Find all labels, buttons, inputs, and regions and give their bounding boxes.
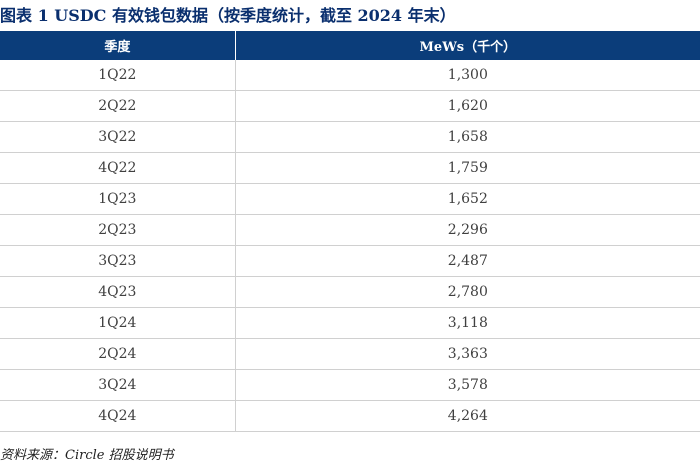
- quarter-cell: 3Q24: [0, 370, 236, 400]
- table-row: 3Q22 1,658: [0, 122, 700, 153]
- quarter-cell: 4Q23: [0, 277, 236, 307]
- table-row: 4Q24 4,264: [0, 401, 700, 432]
- mews-cell: 1,620: [447, 98, 488, 114]
- table-title: 图表 1 USDC 有效钱包数据（按季度统计，截至 2024 年末）: [0, 6, 456, 25]
- table-row: 2Q23 2,296: [0, 215, 700, 246]
- quarter-cell: 2Q23: [0, 215, 236, 245]
- mews-cell: 1,759: [447, 160, 488, 176]
- quarter-cell: 1Q24: [0, 308, 236, 338]
- table-row: 2Q22 1,620: [0, 91, 700, 122]
- mews-cell: 2,780: [447, 284, 488, 300]
- mews-cell: 1,652: [447, 191, 488, 207]
- mews-cell: 3,363: [447, 346, 488, 362]
- mews-cell: 3,118: [447, 315, 488, 331]
- table-row: 3Q24 3,578: [0, 370, 700, 401]
- table-row: 4Q23 2,780: [0, 277, 700, 308]
- table-row: 2Q24 3,363: [0, 339, 700, 370]
- mews-cell: 4,264: [447, 408, 488, 424]
- table-row: 3Q23 2,487: [0, 246, 700, 277]
- quarter-cell: 3Q23: [0, 246, 236, 276]
- table-row: 1Q23 1,652: [0, 184, 700, 215]
- mews-cell: 3,578: [447, 377, 488, 393]
- column-header-quarter: 季度: [0, 31, 236, 60]
- source-note: 资料来源：Circle 招股说明书: [0, 448, 174, 463]
- column-header-mews: MeWs（千个）: [419, 40, 517, 55]
- mews-cell: 1,658: [447, 129, 488, 145]
- table-header: 季度 MeWs（千个）: [0, 31, 700, 60]
- data-table: 季度 MeWs（千个） 1Q22 1,300 2Q22 1,620 3Q22 1…: [0, 31, 700, 432]
- mews-cell: 1,300: [447, 67, 488, 83]
- table-row: 1Q24 3,118: [0, 308, 700, 339]
- quarter-cell: 1Q23: [0, 184, 236, 214]
- table-row: 1Q22 1,300: [0, 60, 700, 91]
- quarter-cell: 4Q22: [0, 153, 236, 183]
- quarter-cell: 2Q22: [0, 91, 236, 121]
- mews-cell: 2,487: [447, 253, 488, 269]
- quarter-cell: 2Q24: [0, 339, 236, 369]
- quarter-cell: 1Q22: [0, 60, 236, 90]
- mews-cell: 2,296: [447, 222, 488, 238]
- quarter-cell: 4Q24: [0, 401, 236, 431]
- table-row: 4Q22 1,759: [0, 153, 700, 184]
- quarter-cell: 3Q22: [0, 122, 236, 152]
